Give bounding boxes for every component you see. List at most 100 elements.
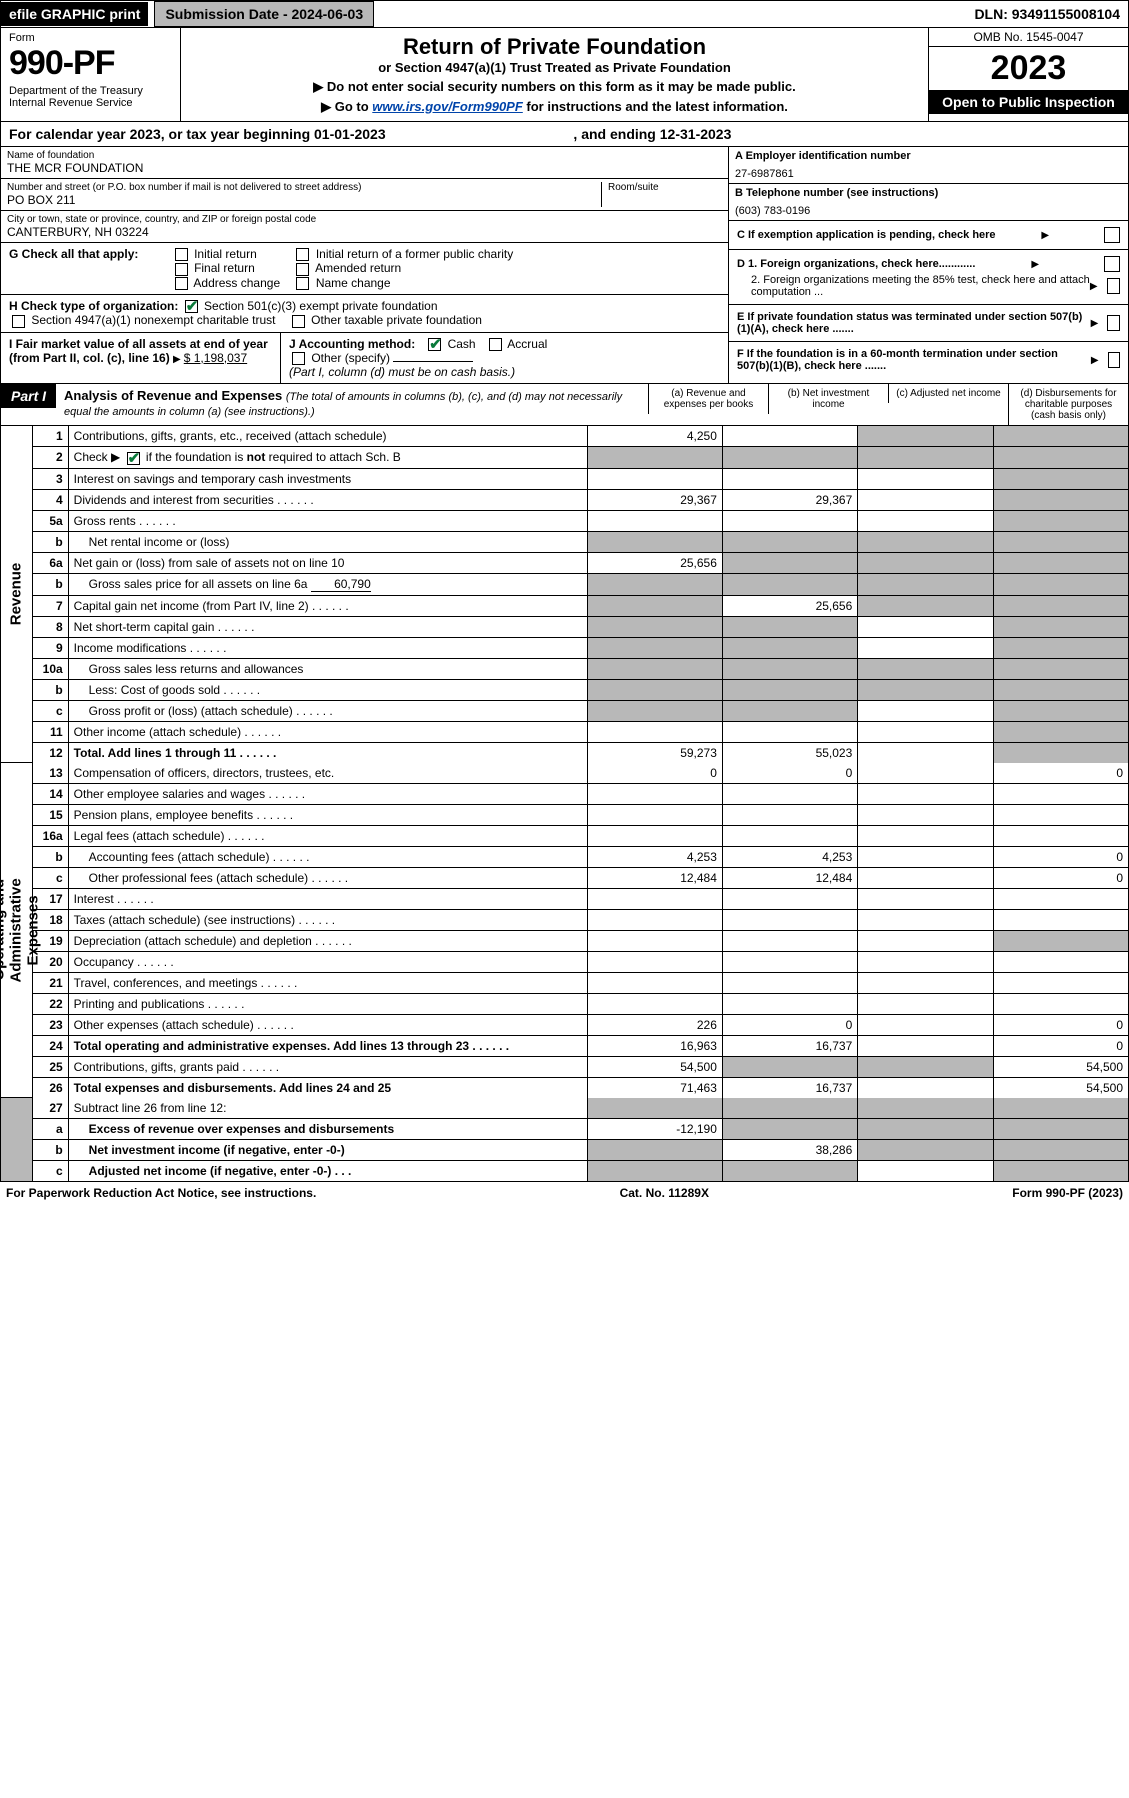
table-row: bNet investment income (if negative, ent… [1,1139,1129,1160]
h-check-group: H Check type of organization: Section 50… [1,295,728,333]
form-word: Form [9,32,172,44]
table-row: 5aGross rents . . . . . . [1,510,1129,531]
j-accrual: Accrual [507,337,547,351]
name-change-checkbox[interactable] [296,277,309,290]
g-opt-2: Address change [193,276,280,290]
col-a-header: (a) Revenue and expenses per books [648,384,768,414]
table-row: 17Interest . . . . . . [1,888,1129,909]
form-number: 990-PF [9,44,172,83]
address-change-checkbox[interactable] [175,277,188,290]
part1-label: Part I [1,384,56,408]
d2-label: 2. Foreign organizations meeting the 85%… [737,274,1090,298]
ij-row: I Fair market value of all assets at end… [1,333,728,384]
4947-checkbox[interactable] [12,315,25,328]
fmv-value: $ 1,198,037 [184,351,247,365]
h-opt2: Section 4947(a)(1) nonexempt charitable … [31,313,275,327]
g-check-group: G Check all that apply: Initial return F… [1,243,728,295]
form-link[interactable]: www.irs.gov/Form990PF [372,99,523,114]
ein-value: 27-6987861 [735,168,794,180]
e-checkbox[interactable] [1107,315,1120,331]
tax-year: 2023 [929,47,1128,90]
b-label: B Telephone number (see instructions) [735,187,938,199]
accrual-checkbox[interactable] [489,338,502,351]
part1-table: Revenue1Contributions, gifts, grants, et… [0,426,1129,1181]
addr-value: PO BOX 211 [7,193,595,207]
table-row: 15Pension plans, employee benefits . . .… [1,804,1129,825]
dln-number: DLN: 93491155008104 [974,6,1128,22]
c-label: C If exemption application is pending, c… [737,229,996,241]
table-row: aExcess of revenue over expenses and dis… [1,1118,1129,1139]
calyear-end: 12-31-2023 [660,126,732,142]
open-to-public: Open to Public Inspection [929,90,1128,114]
j-cash: Cash [448,337,476,351]
table-row: 18Taxes (attach schedule) (see instructi… [1,909,1129,930]
table-row: Revenue1Contributions, gifts, grants, et… [1,426,1129,447]
info-left-col: Name of foundation THE MCR FOUNDATION Nu… [1,147,728,383]
instr2-pre: ▶ Go to [321,99,372,114]
h-opt1: Section 501(c)(3) exempt private foundat… [204,299,437,313]
c-cell: C If exemption application is pending, c… [729,221,1128,250]
amended-return-checkbox[interactable] [296,263,309,276]
f-checkbox[interactable] [1108,352,1120,368]
d2-checkbox[interactable] [1107,278,1120,294]
g-opt-5: Name change [316,276,391,290]
footer-right: Form 990-PF (2023) [1012,1186,1123,1200]
cash-checkbox[interactable] [428,338,441,351]
table-row: 20Occupancy . . . . . . [1,951,1129,972]
other-method-checkbox[interactable] [292,352,305,365]
table-row: 2Check ▶ if the foundation is not requir… [1,447,1129,468]
phone-value: (603) 783-0196 [735,205,810,217]
city-label: City or town, state or province, country… [7,214,722,225]
other-taxable-checkbox[interactable] [292,315,305,328]
table-row: bAccounting fees (attach schedule) . . .… [1,846,1129,867]
501c3-checkbox[interactable] [185,300,198,313]
table-row: 12Total. Add lines 1 through 11 . . . . … [1,742,1129,763]
table-row: 14Other employee salaries and wages . . … [1,783,1129,804]
table-row: 19Depreciation (attach schedule) and dep… [1,930,1129,951]
phone-cell: B Telephone number (see instructions) (6… [729,184,1128,221]
form-subtitle: or Section 4947(a)(1) Trust Treated as P… [187,60,922,75]
col-b-header: (b) Net investment income [768,384,888,414]
instr2-post: for instructions and the latest informat… [523,99,788,114]
initial-return-checkbox[interactable] [175,248,188,261]
page-footer: For Paperwork Reduction Act Notice, see … [0,1182,1129,1204]
e-label: E If private foundation status was termi… [737,311,1082,335]
initial-former-checkbox[interactable] [296,248,309,261]
f-cell: F If the foundation is in a 60-month ter… [729,342,1128,378]
table-row: bLess: Cost of goods sold . . . . . . [1,679,1129,700]
form-number-block: Form 990-PF Department of the Treasury I… [1,28,181,121]
final-return-checkbox[interactable] [175,263,188,276]
department: Department of the Treasury Internal Reve… [9,85,172,109]
table-row: cGross profit or (loss) (attach schedule… [1,700,1129,721]
foundation-name: THE MCR FOUNDATION [7,161,722,175]
d-cell: D 1. Foreign organizations, check here..… [729,250,1128,305]
submission-date: Submission Date - 2024-06-03 [154,1,374,27]
footer-left: For Paperwork Reduction Act Notice, see … [6,1186,316,1200]
e-cell: E If private foundation status was termi… [729,305,1128,342]
g-opt-3: Initial return of a former public charit… [316,247,513,261]
footer-mid: Cat. No. 11289X [620,1186,709,1200]
g-label: G Check all that apply: [9,247,138,261]
c-checkbox[interactable] [1104,227,1120,243]
table-row: 3Interest on savings and temporary cash … [1,468,1129,489]
col-c-header: (c) Adjusted net income [888,384,1008,403]
table-row: 23Other expenses (attach schedule) . . .… [1,1014,1129,1035]
table-row: 4Dividends and interest from securities … [1,489,1129,510]
h-opt3: Other taxable private foundation [311,313,482,327]
name-cell: Name of foundation THE MCR FOUNDATION [1,147,728,179]
city-cell: City or town, state or province, country… [1,211,728,243]
table-row: cAdjusted net income (if negative, enter… [1,1160,1129,1181]
table-row: 22Printing and publications . . . . . . [1,993,1129,1014]
d1-checkbox[interactable] [1104,256,1120,272]
form-title-block: Return of Private Foundation or Section … [181,28,928,121]
omb-number: OMB No. 1545-0047 [929,28,1128,47]
table-row: 8Net short-term capital gain . . . . . . [1,616,1129,637]
j-other: Other (specify) [311,351,390,365]
col-d-header: (d) Disbursements for charitable purpose… [1008,384,1128,425]
table-row: 21Travel, conferences, and meetings . . … [1,972,1129,993]
table-row: bNet rental income or (loss) [1,531,1129,552]
g-opt-4: Amended return [315,261,401,275]
calyear-mid: , and ending [573,126,659,142]
table-row: 7Capital gain net income (from Part IV, … [1,595,1129,616]
table-row: 16aLegal fees (attach schedule) . . . . … [1,825,1129,846]
